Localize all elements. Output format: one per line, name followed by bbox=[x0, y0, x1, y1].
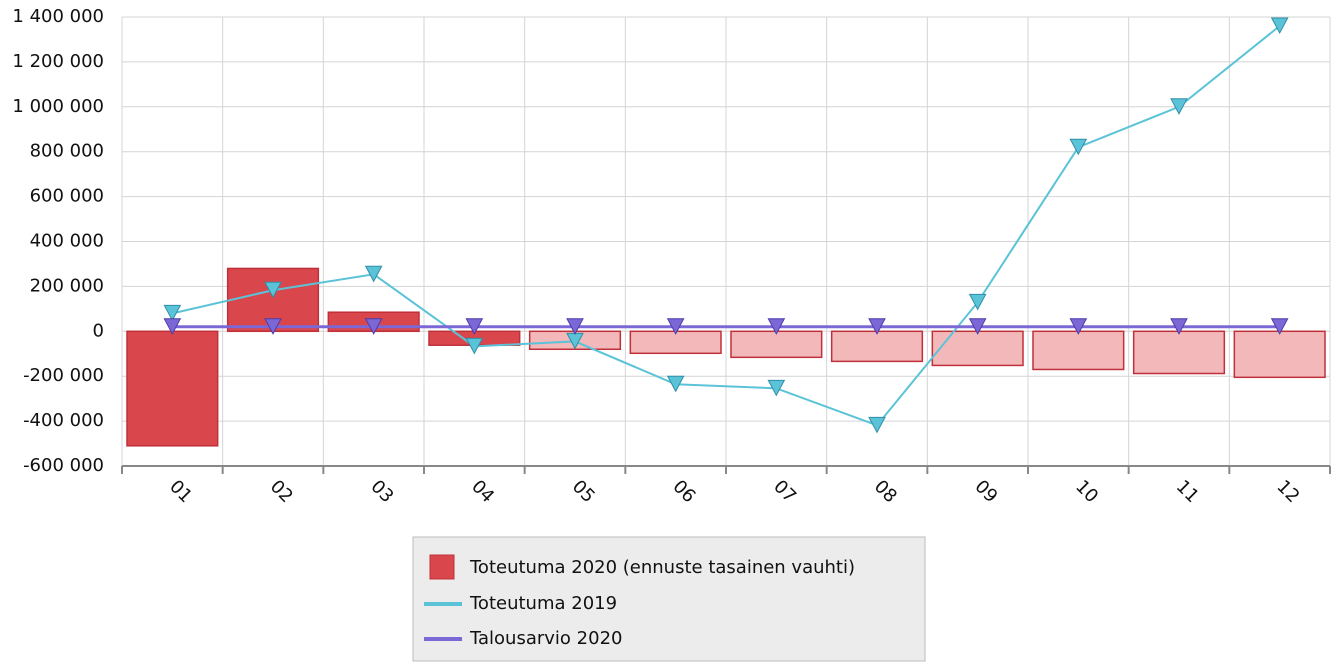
y-tick-label: 1 000 000 bbox=[12, 96, 104, 117]
bar bbox=[730, 330, 823, 359]
marker bbox=[968, 293, 987, 311]
y-tick-label: -400 000 bbox=[23, 410, 104, 431]
bar bbox=[931, 330, 1024, 367]
bar bbox=[1233, 330, 1326, 379]
marker bbox=[1270, 318, 1289, 335]
marker bbox=[364, 265, 383, 283]
y-tick-label: -600 000 bbox=[23, 455, 104, 476]
legend-label: Talousarvio 2020 bbox=[469, 628, 622, 649]
marker bbox=[1069, 138, 1088, 156]
y-tick-label: 800 000 bbox=[30, 141, 104, 162]
marker bbox=[1270, 17, 1289, 35]
marker bbox=[163, 318, 182, 335]
marker bbox=[264, 318, 282, 335]
marker bbox=[767, 318, 786, 335]
marker bbox=[1069, 318, 1088, 335]
bar bbox=[126, 330, 219, 447]
x-tick-label: 07 bbox=[769, 476, 800, 507]
marker bbox=[566, 318, 584, 335]
y-tick-label: -200 000 bbox=[23, 365, 104, 386]
marker bbox=[264, 281, 282, 299]
x-tick-label: 01 bbox=[165, 476, 196, 507]
y-tick-label: 1 200 000 bbox=[12, 51, 104, 72]
legend-swatch bbox=[429, 554, 455, 580]
marker bbox=[767, 379, 786, 397]
x-tick-label: 12 bbox=[1272, 476, 1303, 507]
legend-swatch bbox=[424, 602, 462, 606]
marker bbox=[1170, 318, 1188, 335]
legend-swatch bbox=[424, 637, 462, 641]
marker bbox=[868, 416, 886, 434]
y-tick-label: 1 400 000 bbox=[12, 6, 104, 27]
legend-label: Toteutuma 2020 (ennuste tasainen vauhti) bbox=[469, 557, 855, 578]
y-tick-label: 400 000 bbox=[30, 231, 104, 252]
x-tick-label: 09 bbox=[970, 476, 1001, 507]
marker bbox=[465, 337, 484, 355]
x-tick-label: 08 bbox=[870, 476, 901, 507]
marker bbox=[968, 318, 987, 335]
legend-box bbox=[412, 536, 926, 662]
marker bbox=[1170, 98, 1188, 115]
x-tick-label: 02 bbox=[266, 476, 297, 507]
marker bbox=[666, 375, 685, 393]
x-tick-label: 05 bbox=[568, 476, 599, 507]
y-tick-label: 600 000 bbox=[30, 186, 104, 207]
x-tick-label: 11 bbox=[1172, 476, 1203, 507]
legend-label: Toteutuma 2019 bbox=[469, 593, 617, 614]
line bbox=[172, 25, 1281, 427]
y-tick-label: 200 000 bbox=[30, 275, 104, 296]
marker bbox=[163, 304, 182, 322]
marker bbox=[364, 318, 383, 335]
x-tick-label: 03 bbox=[366, 476, 397, 507]
marker bbox=[465, 318, 484, 335]
marker bbox=[868, 318, 886, 335]
x-tick-label: 06 bbox=[668, 476, 699, 507]
bar bbox=[1032, 330, 1125, 371]
x-tick-label: 10 bbox=[1071, 476, 1102, 507]
y-tick-label: 0 bbox=[93, 320, 104, 341]
bar bbox=[830, 330, 924, 363]
x-tick-label: 04 bbox=[467, 476, 498, 507]
marker bbox=[666, 318, 685, 335]
bar bbox=[1132, 330, 1226, 375]
